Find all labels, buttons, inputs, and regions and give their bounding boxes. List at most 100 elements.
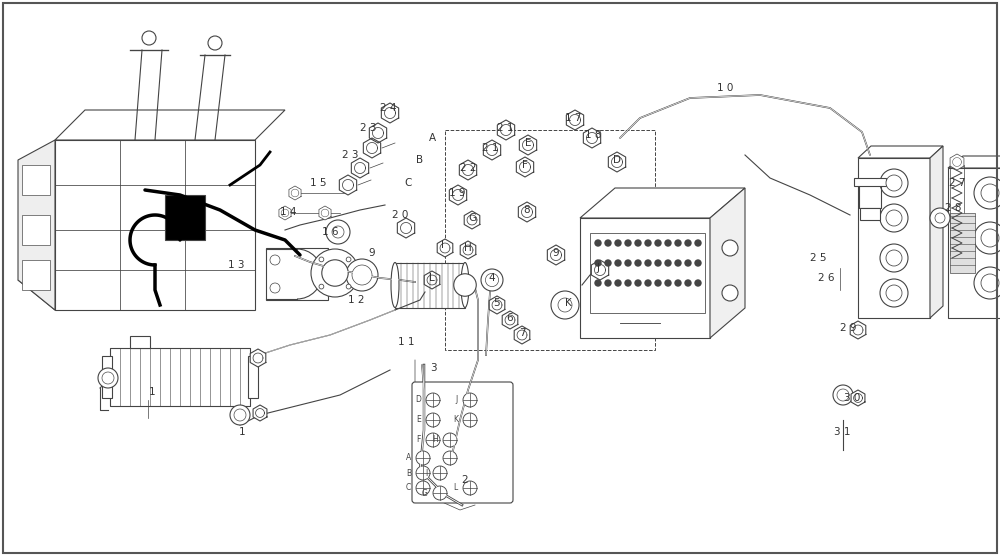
Text: 2 9: 2 9 <box>840 323 856 333</box>
Text: A: A <box>428 133 436 143</box>
Circle shape <box>270 255 280 265</box>
Circle shape <box>981 229 999 247</box>
Text: L: L <box>429 273 435 283</box>
Circle shape <box>605 280 611 286</box>
Circle shape <box>615 280 621 286</box>
Circle shape <box>102 372 114 384</box>
Circle shape <box>685 280 691 286</box>
Bar <box>858 158 930 318</box>
Text: K: K <box>565 298 571 308</box>
Text: L: L <box>454 484 458 493</box>
Bar <box>860 208 880 220</box>
Text: F: F <box>417 435 421 444</box>
Circle shape <box>981 184 999 202</box>
Circle shape <box>346 284 351 289</box>
Circle shape <box>625 280 631 286</box>
Circle shape <box>416 466 430 480</box>
Polygon shape <box>351 158 369 178</box>
Circle shape <box>685 240 691 246</box>
Circle shape <box>981 274 999 292</box>
Polygon shape <box>850 321 866 339</box>
Circle shape <box>322 260 348 286</box>
Circle shape <box>595 280 601 286</box>
Circle shape <box>645 260 651 266</box>
Polygon shape <box>363 138 381 158</box>
Text: 3: 3 <box>430 363 436 373</box>
Bar <box>395 262 465 307</box>
Text: I: I <box>442 240 444 250</box>
Text: 1: 1 <box>149 387 155 397</box>
Circle shape <box>426 433 440 447</box>
Circle shape <box>645 280 651 286</box>
Circle shape <box>230 405 250 425</box>
Circle shape <box>935 213 945 223</box>
Text: 2 8: 2 8 <box>945 203 961 213</box>
Polygon shape <box>489 296 505 314</box>
Polygon shape <box>339 175 357 195</box>
Circle shape <box>270 283 280 293</box>
Circle shape <box>695 280 701 286</box>
Text: 7: 7 <box>519 328 525 338</box>
Text: 1 6: 1 6 <box>322 227 338 237</box>
Bar <box>22 165 50 195</box>
Polygon shape <box>369 123 387 143</box>
Polygon shape <box>459 160 477 180</box>
Circle shape <box>346 259 378 291</box>
Text: H: H <box>464 243 472 253</box>
Bar <box>854 178 886 186</box>
Polygon shape <box>580 188 745 218</box>
Polygon shape <box>397 218 415 238</box>
Circle shape <box>433 486 447 500</box>
Circle shape <box>625 240 631 246</box>
Polygon shape <box>424 271 440 289</box>
Text: 1: 1 <box>239 427 245 437</box>
Polygon shape <box>519 135 537 155</box>
Circle shape <box>722 240 738 256</box>
Circle shape <box>665 240 671 246</box>
Text: 1 4: 1 4 <box>280 207 296 217</box>
Circle shape <box>595 260 601 266</box>
Text: 2 0: 2 0 <box>392 210 408 220</box>
Circle shape <box>208 36 222 50</box>
Circle shape <box>98 368 118 388</box>
Polygon shape <box>55 140 255 310</box>
Text: 1 7: 1 7 <box>565 113 581 123</box>
FancyBboxPatch shape <box>412 382 513 503</box>
Polygon shape <box>566 110 584 130</box>
Circle shape <box>886 175 902 191</box>
Circle shape <box>595 240 601 246</box>
Polygon shape <box>514 326 530 344</box>
Circle shape <box>558 298 572 312</box>
Circle shape <box>426 413 440 427</box>
Polygon shape <box>851 390 865 406</box>
Circle shape <box>551 291 579 319</box>
Bar <box>165 195 205 240</box>
Polygon shape <box>55 110 285 140</box>
Text: K: K <box>453 415 458 424</box>
Polygon shape <box>547 245 565 265</box>
Circle shape <box>930 208 950 228</box>
Circle shape <box>443 451 457 465</box>
Polygon shape <box>516 157 534 177</box>
Circle shape <box>833 385 853 405</box>
Polygon shape <box>858 146 943 158</box>
Circle shape <box>463 413 477 427</box>
Circle shape <box>722 285 738 301</box>
Text: B: B <box>416 155 424 165</box>
Circle shape <box>880 244 908 272</box>
Text: 1 1: 1 1 <box>398 337 414 347</box>
Text: 4: 4 <box>489 273 495 283</box>
Circle shape <box>655 240 661 246</box>
Circle shape <box>416 481 430 495</box>
Polygon shape <box>948 156 1000 168</box>
Text: A: A <box>406 454 411 463</box>
Polygon shape <box>483 140 501 160</box>
Polygon shape <box>497 120 515 140</box>
Polygon shape <box>18 280 235 310</box>
Text: 2 1: 2 1 <box>497 123 513 133</box>
Circle shape <box>695 240 701 246</box>
Bar <box>110 348 250 406</box>
Ellipse shape <box>391 262 399 307</box>
Text: F: F <box>522 160 528 170</box>
Text: 1 0: 1 0 <box>717 83 733 93</box>
